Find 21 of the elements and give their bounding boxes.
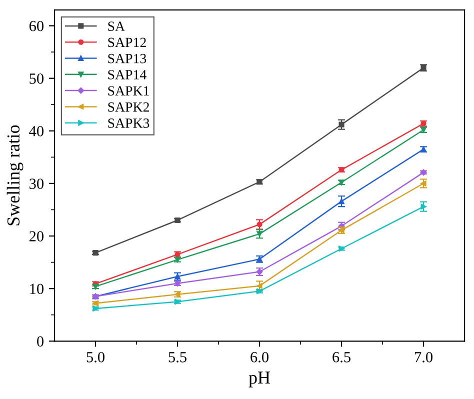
- y-tick-label: 0: [37, 336, 44, 347]
- y-tick-label: 10: [30, 284, 44, 294]
- legend-label: SAP14: [108, 70, 146, 80]
- y-tick-label: 30: [30, 178, 44, 189]
- x-tick-label: 7.0: [414, 352, 432, 362]
- x-tick-label: 5.0: [86, 352, 104, 362]
- legend-label: SAPK1: [108, 86, 149, 96]
- y-axis-title: Swelling ratio: [6, 125, 24, 226]
- legend-label: SAPK2: [108, 102, 149, 112]
- legend-label: SA: [108, 22, 125, 31]
- x-tick-label: 6.5: [332, 352, 350, 362]
- x-tick-label: 6.0: [250, 352, 268, 362]
- y-tick-label: 20: [29, 231, 44, 242]
- legend-label: SAPK3: [108, 118, 150, 128]
- legend-label: SAP13: [108, 54, 146, 64]
- x-tick-label: 5.5: [168, 352, 186, 362]
- y-tick-label: 60: [29, 20, 44, 32]
- x-axis-title: pH: [248, 372, 270, 388]
- legend-label: SAP12: [108, 38, 146, 48]
- y-tick-label: 50: [30, 73, 44, 84]
- y-tick-label: 40: [29, 126, 44, 136]
